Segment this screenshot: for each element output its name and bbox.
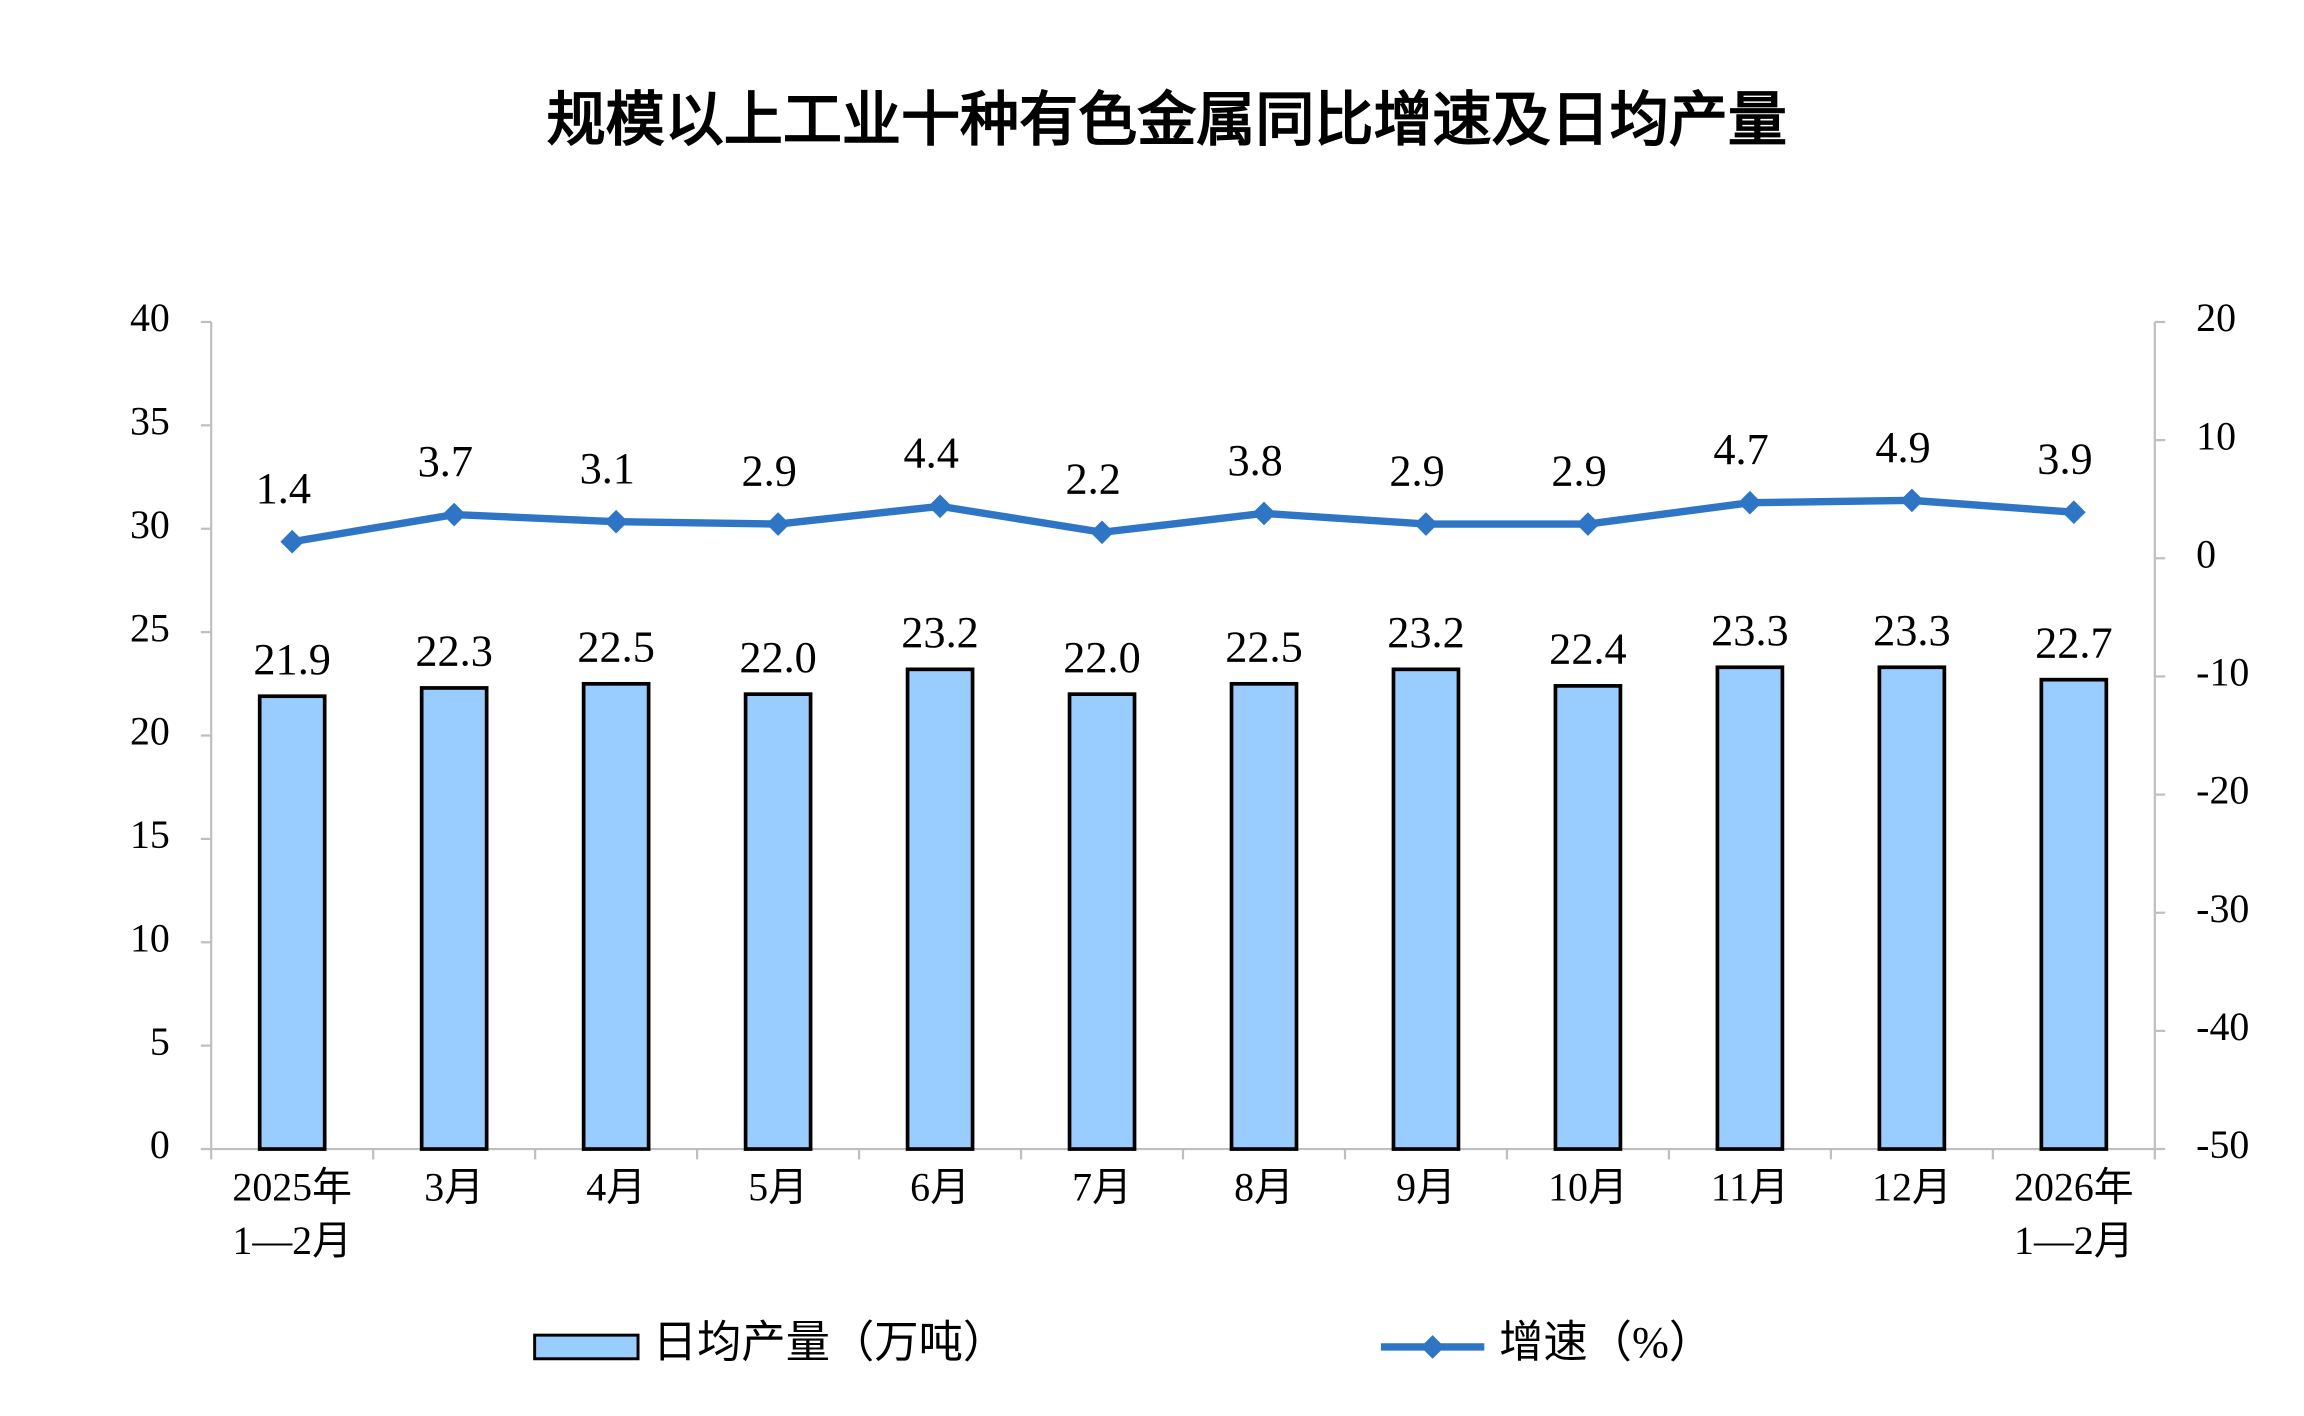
x-tick-label: 9月 [1396,1165,1456,1210]
y2-tick-label: -50 [2196,1122,2249,1167]
line-value-label: 2.9 [742,446,797,495]
bar-value-label: 23.3 [1711,606,1789,655]
line-marker [1900,488,1924,513]
x-tick-label: 7月 [1072,1165,1132,1210]
bar [743,692,813,1151]
legend-label: 增速（%） [1499,1318,1713,1367]
x-tick-label: 2025年 1—2月 [232,1165,352,1263]
x-tick-label: 8月 [1234,1165,1294,1210]
chart-title: 规模以上工业十种有色金属同比增速及日均产量 [547,85,1787,154]
bar-value-label: 23.2 [901,608,979,657]
line-marker [1414,512,1438,536]
line-value-label: 3.9 [2037,435,2092,484]
legend-label: 日均产量（万吨） [653,1318,1007,1367]
line-marker [604,509,628,534]
line-marker [1090,520,1114,545]
line-marker [442,502,466,527]
line-marker [928,494,952,519]
x-tick-label: 10月 [1548,1165,1628,1210]
bar [257,694,327,1151]
bar-value-label: 22.0 [1063,633,1141,682]
line-marker [2062,500,2086,525]
y-tick-label: 40 [130,295,170,340]
bar [1391,667,1461,1151]
line-value-label: 4.7 [1713,425,1768,474]
line-value-label: 3.7 [418,437,473,486]
line-marker [1738,490,1762,515]
bar-value-label: 23.3 [1873,606,1951,655]
x-tick-label: 5月 [748,1165,808,1210]
y-tick-label: 0 [150,1122,170,1167]
line-marker [1576,512,1600,536]
y-tick-label: 15 [130,812,170,857]
line [291,496,2075,546]
y-tick-label: 25 [130,605,170,650]
y2-tick-label: 0 [2196,531,2216,576]
y2-tick-label: -30 [2196,886,2249,931]
bar-value-label: 22.0 [739,633,817,682]
bar [905,667,975,1151]
bar-value-label: 22.7 [2035,618,2113,667]
bar [1553,684,1623,1151]
y-tick-label: 5 [150,1019,170,1064]
x-tick-label: 11月 [1711,1165,1789,1210]
bar-value-label: 23.2 [1387,608,1465,657]
x-tick-label: 4月 [586,1165,646,1210]
line-marker [280,529,304,554]
bar-value-label: 22.5 [577,622,655,671]
line-value-label: 4.4 [904,429,959,478]
legend-marker [1420,1335,1445,1359]
bar-value-label: 22.3 [415,627,493,676]
line-value-label: 2.9 [1551,446,1606,495]
bar [419,686,489,1151]
bar-value-label: 21.9 [253,635,331,684]
line-value-label: 4.9 [1875,423,1930,472]
bar [1877,665,1947,1151]
y-tick-label: 10 [130,915,170,960]
x-tick-label: 3月 [424,1165,484,1210]
bar [581,681,651,1151]
y-tick-label: 35 [130,399,170,444]
bar-value-label: 22.4 [1549,625,1627,674]
bar-value-label: 22.5 [1225,622,1303,671]
x-tick-label: 6月 [910,1165,970,1210]
y2-tick-label: 20 [2196,295,2236,340]
legend-swatch [533,1333,640,1361]
y2-tick-label: -40 [2196,1004,2249,1049]
line-marker [1252,501,1276,526]
bar [1067,692,1137,1151]
x-tick-label: 2026年 1—2月 [2014,1165,2134,1263]
x-tick-label: 12月 [1872,1165,1952,1210]
bar [1715,665,1785,1151]
line-value-label: 2.9 [1389,446,1444,495]
line-value-label: 3.8 [1227,436,1282,485]
y-tick-label: 30 [130,502,170,547]
line-value-label: 2.2 [1065,455,1120,504]
y2-tick-label: -20 [2196,768,2249,813]
y2-tick-label: -10 [2196,650,2249,695]
bar [1229,681,1299,1151]
line-value-label: 1.4 [256,464,311,513]
bar [2039,677,2109,1151]
line-value-label: 3.1 [580,444,635,493]
y-tick-label: 20 [130,709,170,754]
y2-tick-label: 10 [2196,413,2236,458]
line-marker [766,512,790,536]
